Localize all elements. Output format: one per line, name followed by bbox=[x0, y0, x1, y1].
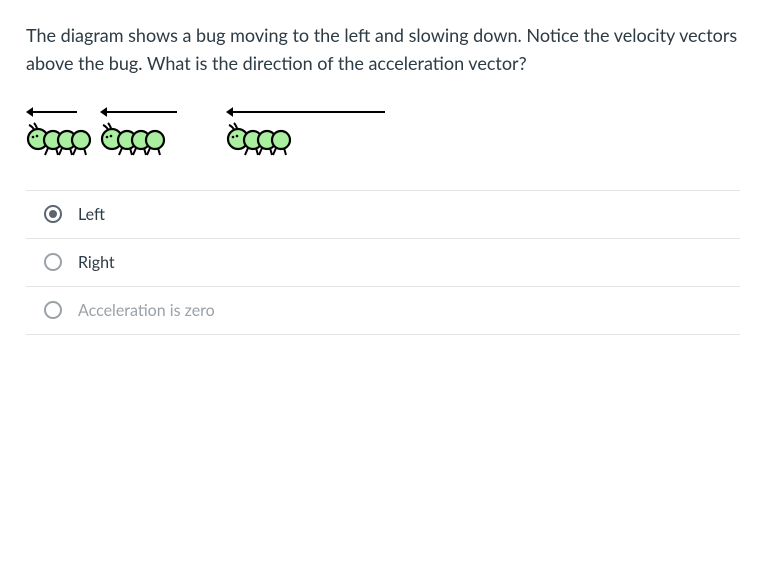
bug-icon bbox=[100, 122, 166, 160]
radio-button[interactable] bbox=[44, 253, 62, 271]
option-label: Left bbox=[78, 205, 105, 224]
bug-icon bbox=[26, 122, 92, 160]
velocity-arrow bbox=[100, 104, 178, 120]
bug-unit bbox=[100, 104, 178, 160]
bug-unit bbox=[226, 104, 386, 160]
answer-options: Left Right Acceleration is zero bbox=[26, 190, 740, 335]
answer-option[interactable]: Left bbox=[26, 190, 740, 238]
radio-button[interactable] bbox=[44, 301, 62, 319]
option-label: Acceleration is zero bbox=[78, 301, 215, 320]
velocity-arrow bbox=[26, 104, 78, 120]
answer-option[interactable]: Right bbox=[26, 238, 740, 286]
answer-option[interactable]: Acceleration is zero bbox=[26, 286, 740, 335]
radio-button[interactable] bbox=[44, 205, 62, 223]
velocity-arrow bbox=[226, 104, 386, 120]
bug-icon bbox=[226, 122, 292, 160]
bug-unit bbox=[26, 104, 92, 160]
question-text: The diagram shows a bug moving to the le… bbox=[26, 22, 740, 78]
option-label: Right bbox=[78, 253, 115, 272]
velocity-diagram bbox=[26, 104, 740, 160]
